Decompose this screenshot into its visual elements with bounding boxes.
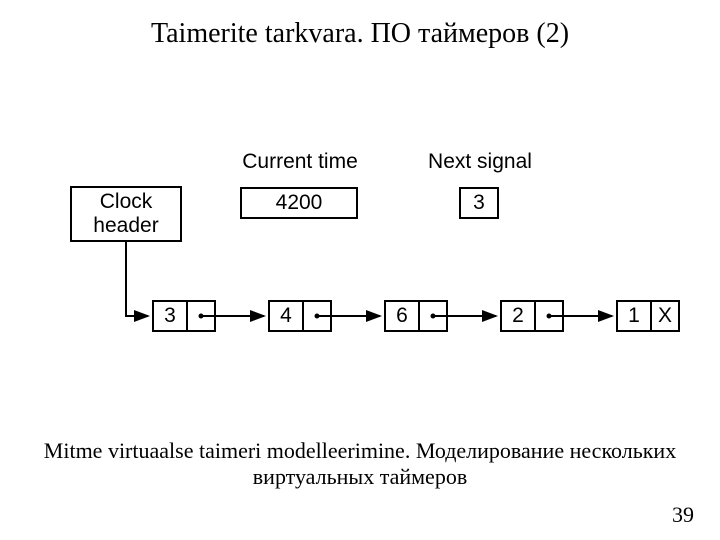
list-node: 6 <box>384 300 448 332</box>
page-number: 39 <box>672 502 694 528</box>
list-node: 3 <box>152 300 216 332</box>
current-time-value: 4200 <box>240 187 358 219</box>
current-time-label: Current time <box>220 150 380 174</box>
node-pointer <box>304 302 330 330</box>
node-pointer <box>420 302 446 330</box>
node-value: 3 <box>154 302 188 330</box>
node-value: 6 <box>386 302 420 330</box>
node-value: 4 <box>270 302 304 330</box>
clock-header-box: Clock header <box>70 186 182 242</box>
list-node: 2 <box>500 300 564 332</box>
list-node: 1 X <box>616 300 680 332</box>
node-value: 2 <box>502 302 536 330</box>
list-node: 4 <box>268 300 332 332</box>
node-tail-x: X <box>652 302 678 330</box>
node-pointer <box>188 302 214 330</box>
next-signal-label: Next signal <box>410 150 550 174</box>
node-pointer <box>536 302 562 330</box>
node-value: 1 <box>618 302 652 330</box>
caption-text: Mitme virtuaalse taimeri modelleerimine.… <box>0 438 720 490</box>
next-signal-value: 3 <box>459 187 499 219</box>
